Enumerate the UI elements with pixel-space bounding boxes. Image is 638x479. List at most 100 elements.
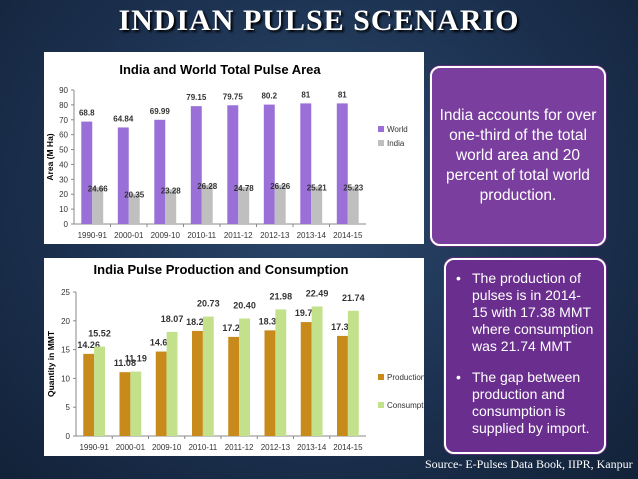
bar-production <box>300 322 312 436</box>
y-tick-label: 5 <box>66 403 71 412</box>
data-label: 18.34 <box>259 316 282 326</box>
x-tick-label: 1990-91 <box>78 231 108 240</box>
data-label: 20.35 <box>124 191 145 200</box>
bar-world <box>117 127 129 224</box>
production-info-bullet-1: The production of pulses is in 2014-15 w… <box>454 270 594 355</box>
data-label: 24.66 <box>88 184 109 193</box>
data-label: 22.49 <box>306 288 329 298</box>
bar-world <box>81 121 93 224</box>
data-label: 15.52 <box>88 329 111 339</box>
bar-world <box>300 103 312 224</box>
bar-india <box>92 187 104 224</box>
legend-label-india: India <box>387 139 405 148</box>
area-chart-panel: India and World Total Pulse Area 0 10 20 30 4… <box>44 52 424 244</box>
source-note: Source- E-Pulses Data Book, IIPR, Kanpur <box>425 457 633 471</box>
x-tick-label: 2011-12 <box>224 231 253 240</box>
y-tick-label: 30 <box>59 175 68 184</box>
bar-world <box>154 119 166 224</box>
data-label: 69.99 <box>150 107 171 116</box>
data-label: 25.23 <box>343 183 364 192</box>
slide-title: INDIAN PULSE SCENARIO <box>118 4 520 37</box>
bar-production <box>264 330 276 436</box>
data-label: 14.66 <box>150 338 173 348</box>
bar-production <box>337 335 348 436</box>
production-chart: India Pulse Production and Consumption 0 5… <box>46 262 434 452</box>
data-label: 81 <box>301 90 310 99</box>
y-tick-label: 90 <box>59 86 68 95</box>
y-tick-label: 10 <box>61 374 70 383</box>
data-label: 23.28 <box>161 186 182 195</box>
data-label: 26.28 <box>197 182 218 191</box>
x-tick-label: 2000-01 <box>116 443 146 452</box>
bar-consumption <box>239 318 250 436</box>
bar-india <box>311 186 323 224</box>
y-tick-label: 25 <box>61 288 70 297</box>
y-tick-label: 0 <box>66 432 71 441</box>
y-tick-label: 10 <box>59 205 68 214</box>
data-label: 80.2 <box>261 92 277 101</box>
x-tick-label: 2009-10 <box>152 443 182 452</box>
bar-consumption <box>275 309 287 436</box>
bar-production <box>155 351 167 436</box>
legend-label-production: Production <box>387 373 424 382</box>
data-label: 21.74 <box>342 293 365 303</box>
bar-consumption <box>130 371 142 436</box>
y-tick-label: 50 <box>59 146 68 155</box>
y-tick-label: 0 <box>64 220 69 229</box>
bar-consumption <box>347 310 359 436</box>
y-tick-label: 20 <box>59 190 68 199</box>
legend-swatch-consumption <box>378 402 384 408</box>
area-info-text: India accounts for over one-third of the… <box>439 107 597 204</box>
production-info-box: The production of pulses is in 2014-15 w… <box>444 258 606 454</box>
data-label: 11.08 <box>114 358 136 368</box>
y-axis-title: Area (M Ha) <box>45 133 55 180</box>
bar-india <box>165 189 177 224</box>
bar-india <box>201 184 213 224</box>
x-tick-label: 2013-14 <box>297 443 327 452</box>
bar-production <box>228 336 240 436</box>
bar-consumption <box>311 306 323 436</box>
production-info-list: The production of pulses is in 2014-15 w… <box>454 270 594 437</box>
x-tick-label: 2011-12 <box>225 443 254 452</box>
y-tick-label: 70 <box>59 116 68 125</box>
y-tick-label: 80 <box>59 101 68 110</box>
legend-label-consumption: Consumption <box>387 401 424 410</box>
data-label: 18.24 <box>186 317 209 327</box>
legend-swatch-production <box>378 374 384 380</box>
x-tick-label: 2014-15 <box>333 443 363 452</box>
bar-world <box>263 104 275 224</box>
bar-consumption <box>166 331 178 436</box>
chart-title: India Pulse Production and Consumption <box>94 262 349 277</box>
data-label: 81 <box>338 90 347 99</box>
data-label: 14.26 <box>77 340 100 350</box>
bar-india <box>128 193 140 224</box>
bar-world <box>336 103 348 224</box>
x-tick-label: 2009-10 <box>151 231 181 240</box>
production-info-bullet-2: The gap between production and consumpti… <box>454 369 594 437</box>
chart-title: India and World Total Pulse Area <box>119 62 321 77</box>
x-tick-label: 2000-01 <box>114 231 144 240</box>
data-label: 17.21 <box>222 323 245 333</box>
bar-india <box>238 187 250 224</box>
x-tick-label: 1990-91 <box>79 443 109 452</box>
data-label: 25.21 <box>307 183 328 192</box>
legend-swatch-world <box>378 126 384 132</box>
data-label: 20.40 <box>233 300 256 310</box>
bar-india <box>347 186 359 224</box>
legend-swatch-india <box>378 140 384 146</box>
bar-india <box>274 184 286 224</box>
x-tick-label: 2012-13 <box>260 231 290 240</box>
data-label: 17.38 <box>331 322 354 332</box>
area-info-box: India accounts for over one-third of the… <box>430 66 606 246</box>
y-tick-label: 40 <box>59 160 68 169</box>
x-tick-label: 2010-11 <box>188 443 217 452</box>
data-label: 19.78 <box>295 308 318 318</box>
production-chart-panel: India Pulse Production and Consumption 0 5… <box>44 258 434 456</box>
bar-consumption <box>94 346 105 436</box>
data-label: 21.98 <box>270 291 293 301</box>
data-label: 26.26 <box>270 182 291 191</box>
bar-production <box>192 330 203 436</box>
bar-production <box>119 372 131 436</box>
y-tick-label: 20 <box>61 317 70 326</box>
bar-production <box>83 353 95 436</box>
